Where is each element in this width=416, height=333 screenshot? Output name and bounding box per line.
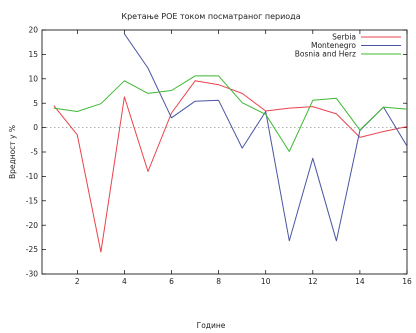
y-axis-label: Вредност у %	[8, 125, 17, 179]
y-tick-label: 5	[33, 99, 38, 108]
y-tick-label: -10	[26, 172, 38, 181]
legend-label-serbia: Serbia	[332, 33, 356, 42]
y-tick-label: -25	[26, 245, 38, 254]
legend-label-montenegro: Montenegro	[311, 41, 356, 50]
series-group	[53, 33, 407, 253]
series-line-serbia	[53, 80, 407, 253]
x-axis-label: Године	[197, 321, 226, 330]
y-tick-label: -30	[26, 270, 38, 279]
series-line-bosnia-and-herz	[53, 75, 407, 152]
x-tick-label: 2	[75, 277, 80, 286]
chart-title: Кретање РОЕ током посматраног периода	[121, 12, 300, 21]
y-tick-label: 20	[28, 26, 38, 35]
y-tick-label: 15	[28, 50, 38, 59]
x-tick-label: 6	[169, 277, 174, 286]
y-tick-label: -15	[26, 196, 38, 205]
legend-label-bosnia-and-herz: Bosnia and Herz	[295, 50, 356, 59]
x-tick-label: 14	[355, 277, 365, 286]
series-line-montenegro	[123, 33, 407, 242]
x-tick-label: 12	[308, 277, 318, 286]
y-tick-label: -20	[26, 221, 38, 230]
y-tick-label: 0	[33, 123, 38, 132]
plot-frame	[41, 29, 408, 275]
x-tick-label: 10	[261, 277, 271, 286]
y-tick-label: -5	[31, 148, 39, 157]
x-tick-label: 16	[402, 277, 412, 286]
x-tick-label: 4	[122, 277, 127, 286]
x-tick-label: 8	[216, 277, 221, 286]
y-tick-label: 10	[28, 74, 38, 83]
plot-area: -30 -25 -20 -15 -10 -5 0 5 10 15 20 2 4 6 8 10 12 14 16	[26, 26, 412, 286]
